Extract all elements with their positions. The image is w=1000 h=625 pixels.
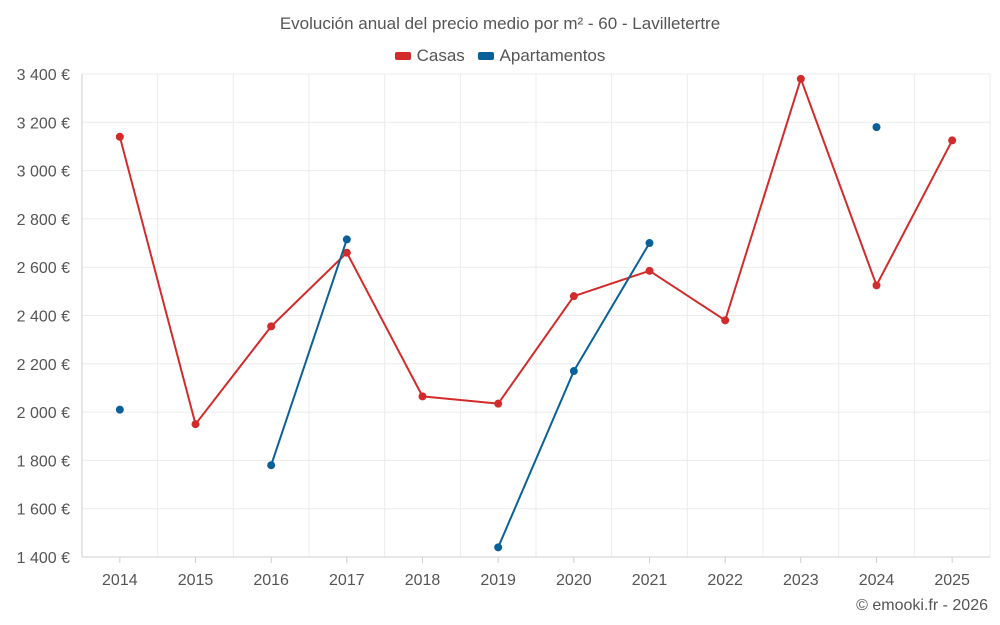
data-point-casas-2023[interactable] (796, 74, 805, 83)
axes: 1 400 € 1 600 € 1 800 € 2 000 € 2 200 € 2 400… (17, 67, 990, 589)
data-point-casas-2019[interactable] (494, 399, 503, 408)
data-point-casas-2021[interactable] (645, 266, 654, 275)
legend-label-casas: Casas (416, 46, 465, 65)
x-tick-label: 2025 (934, 572, 970, 589)
series-casas (115, 74, 957, 429)
data-point-casas-2022[interactable] (721, 316, 730, 325)
data-point-apartamentos-2017[interactable] (342, 235, 351, 244)
y-tick-label: 2 400 € (17, 309, 70, 326)
y-tick-label: 1 800 € (17, 453, 70, 470)
series-line-casas (118, 77, 954, 426)
legend-swatch-casas (394, 52, 411, 60)
data-point-apartamentos-2014[interactable] (115, 405, 124, 414)
legend-item-apartamentos[interactable]: Apartamentos (477, 46, 606, 66)
y-tick-label: 3 400 € (17, 67, 70, 84)
data-point-casas-2014[interactable] (115, 132, 124, 141)
x-tick-label: 2024 (859, 572, 895, 589)
x-tick-label: 2014 (102, 572, 138, 589)
y-tick-label: 1 400 € (17, 550, 70, 567)
legend: Casas Apartamentos (0, 45, 1000, 66)
data-point-casas-2015[interactable] (191, 420, 200, 429)
x-tick-label: 2015 (178, 572, 214, 589)
x-tick-label: 2019 (480, 572, 516, 589)
x-tick-label: 2017 (329, 572, 365, 589)
grid (81, 73, 991, 558)
series-apartamentos (115, 123, 881, 552)
data-point-casas-2025[interactable] (948, 136, 957, 145)
data-point-apartamentos-2024[interactable] (872, 123, 881, 132)
y-tick-label: 3 200 € (17, 115, 70, 132)
data-point-casas-2024[interactable] (872, 281, 881, 290)
data-point-apartamentos-2019[interactable] (494, 543, 503, 552)
x-tick-label: 2020 (556, 572, 592, 589)
credit-text: © emooki.fr - 2026 (856, 597, 988, 614)
y-tick-label: 2 000 € (17, 405, 70, 422)
chart-title: Evolución anual del precio medio por m² … (279, 14, 721, 33)
data-point-apartamentos-2021[interactable] (645, 239, 654, 248)
data-point-casas-2017[interactable] (342, 248, 351, 257)
y-tick-label: 1 600 € (17, 502, 70, 519)
y-tick-label: 2 600 € (17, 260, 70, 277)
series-line-apartamentos (497, 242, 651, 548)
data-point-apartamentos-2020[interactable] (569, 367, 578, 376)
legend-swatch-apartamentos (477, 52, 494, 60)
series-layer (115, 74, 957, 552)
y-tick-label: 2 200 € (17, 357, 70, 374)
series-line-apartamentos (270, 239, 348, 466)
y-tick-label: 3 000 € (17, 164, 70, 181)
data-point-casas-2018[interactable] (418, 392, 427, 401)
x-tick-label: 2018 (405, 572, 441, 589)
y-tick-label: 2 800 € (17, 212, 70, 229)
x-tick-label: 2023 (783, 572, 819, 589)
data-point-casas-2020[interactable] (569, 292, 578, 301)
legend-item-casas[interactable]: Casas (394, 46, 465, 66)
x-tick-label: 2016 (253, 572, 289, 589)
data-point-casas-2016[interactable] (267, 322, 276, 331)
x-tick-label: 2022 (707, 572, 743, 589)
legend-label-apartamentos: Apartamentos (499, 46, 606, 65)
x-tick-label: 2021 (632, 572, 668, 589)
data-point-apartamentos-2016[interactable] (267, 461, 276, 470)
